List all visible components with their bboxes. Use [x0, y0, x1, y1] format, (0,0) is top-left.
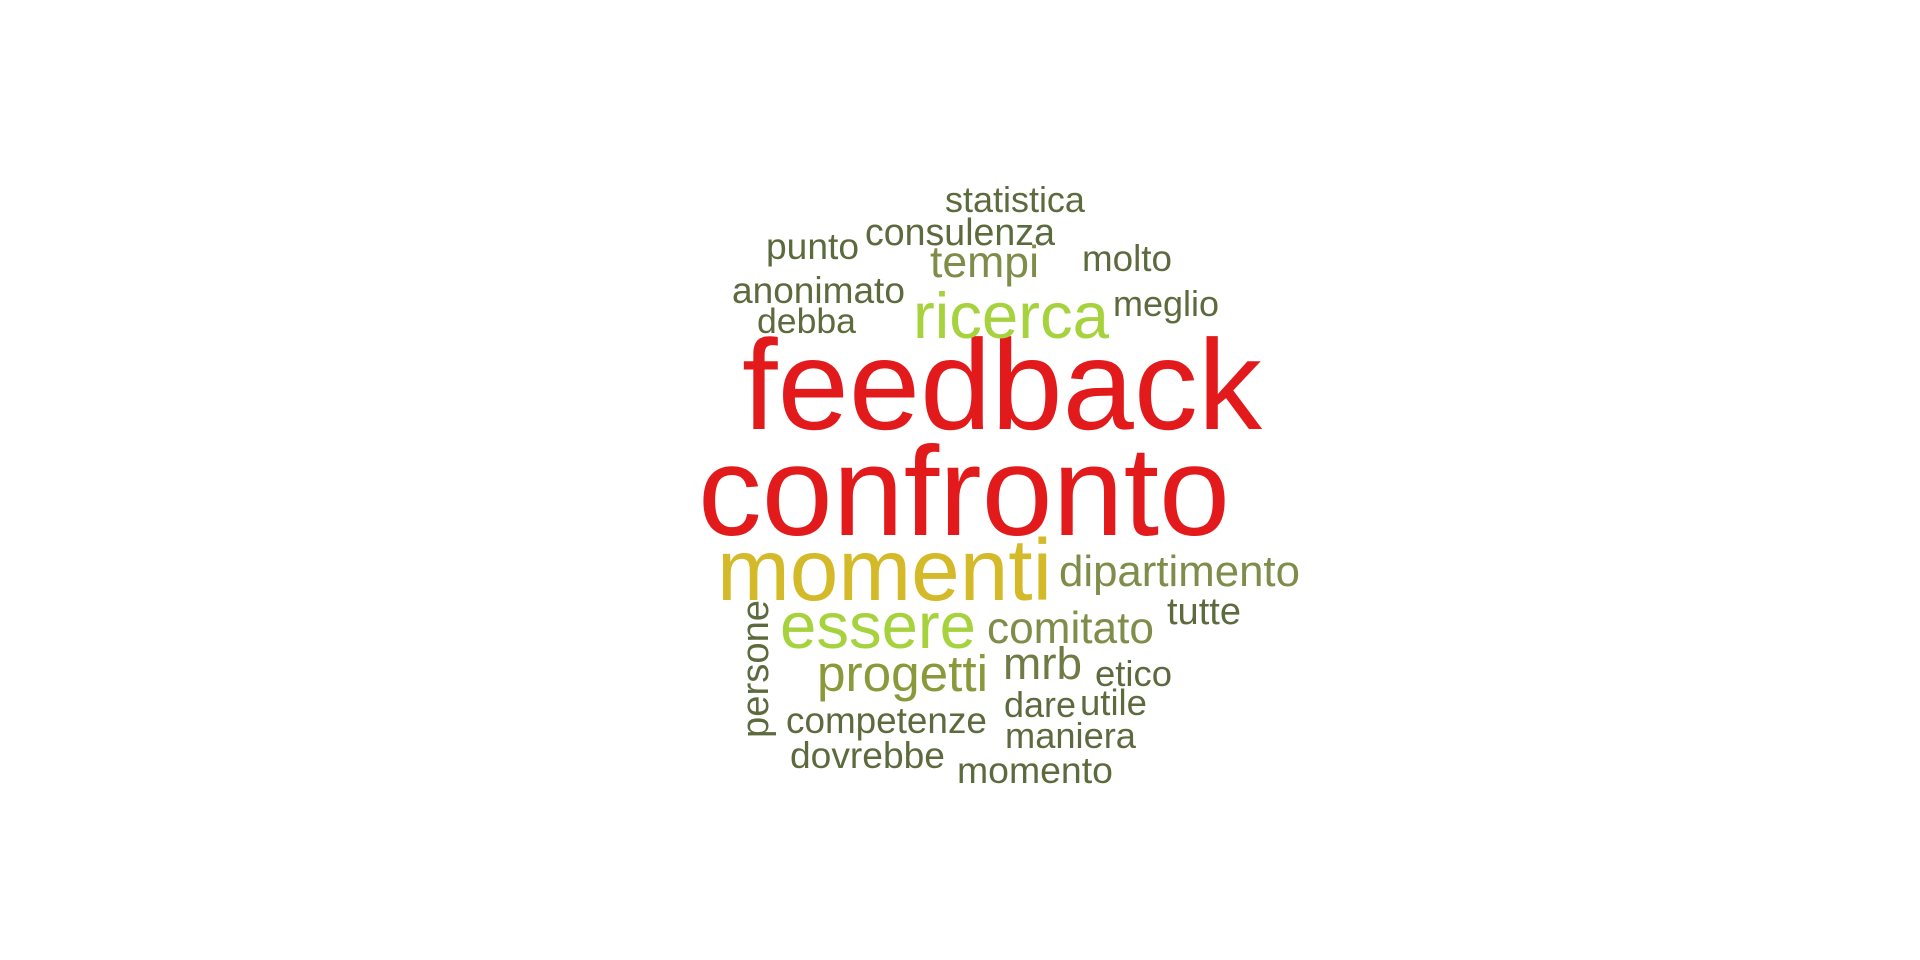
word-molto: molto: [1082, 237, 1172, 279]
word-meglio: meglio: [1113, 283, 1219, 324]
word-essere: essere: [780, 589, 976, 663]
word-etico: etico: [1095, 652, 1172, 694]
word-utile: utile: [1080, 681, 1147, 723]
word-feedback: feedback: [742, 313, 1262, 457]
word-anonimato: anonimato: [732, 269, 905, 312]
word-tutte: tutte: [1167, 590, 1241, 633]
word-debba: debba: [757, 301, 856, 342]
word-mrb: mrb: [1003, 637, 1082, 690]
word-dipartimento: dipartimento: [1059, 547, 1300, 597]
word-comitato: comitato: [987, 603, 1154, 653]
word-consulenza: consulenza: [865, 211, 1055, 254]
word-persone: persone: [733, 600, 777, 739]
word-maniera: maniera: [1005, 714, 1136, 756]
word-momento: momento: [957, 749, 1113, 792]
word-competenze: competenze: [786, 699, 987, 741]
word-confronto: confronto: [698, 420, 1230, 564]
word-momenti: momenti: [717, 521, 1052, 620]
word-punto: punto: [766, 225, 859, 268]
word-tempi: tempi: [930, 237, 1039, 287]
word-progetti: progetti: [817, 645, 988, 703]
word-ricerca: ricerca: [913, 279, 1110, 353]
word-dovrebbe: dovrebbe: [790, 734, 945, 777]
word-statistica: statistica: [945, 179, 1085, 220]
word-dare: dare: [1004, 684, 1076, 726]
